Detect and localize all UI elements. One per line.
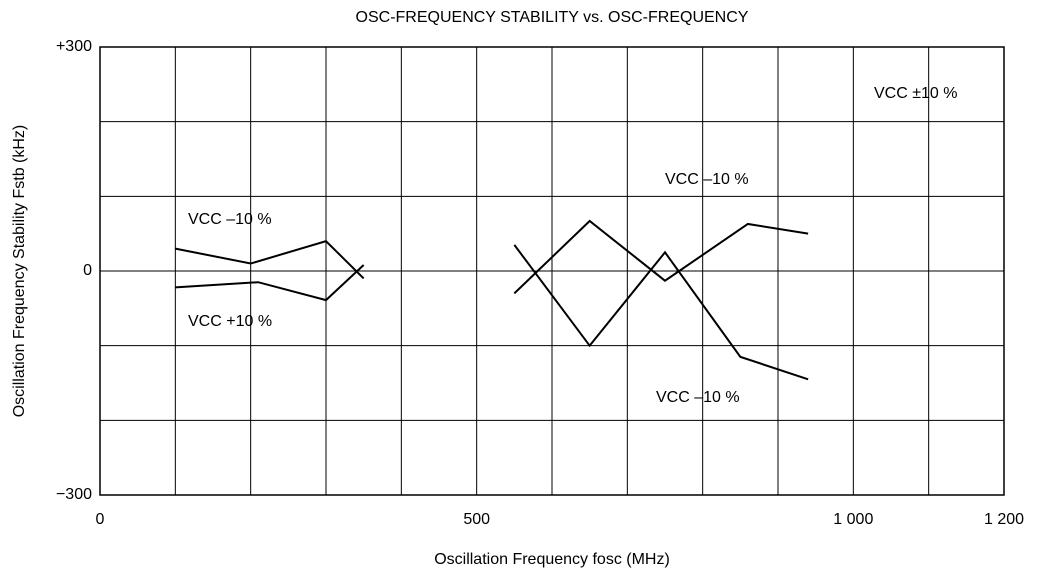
series-line (175, 240, 365, 280)
annotation: VCC –10 % (656, 389, 740, 406)
chart-title: OSC-FREQUENCY STABILITY vs. OSC-FREQUENC… (356, 9, 749, 26)
series-line (175, 264, 365, 302)
x-tick-label: 500 (463, 511, 490, 528)
y-tick-label: 0 (83, 262, 92, 279)
x-tick-label: 1 000 (833, 511, 873, 528)
annotation: VCC –10 % (188, 211, 272, 228)
annotation: VCC +10 % (188, 313, 272, 330)
y-tick-label: +300 (56, 38, 92, 55)
series-line (513, 219, 809, 295)
series-line (513, 244, 809, 381)
x-axis-label: Oscillation Frequency fosc (MHz) (434, 551, 670, 568)
x-tick-label: 0 (96, 511, 105, 528)
plot-frame (99, 46, 1005, 496)
annotation: VCC ±10 % (874, 85, 957, 102)
annotation: VCC –10 % (665, 171, 749, 188)
x-tick-label: 1 200 (984, 511, 1024, 528)
y-tick-label: −300 (56, 486, 92, 503)
y-axis-label: Oscillation Frequency Stability Fstb (kH… (11, 125, 28, 418)
